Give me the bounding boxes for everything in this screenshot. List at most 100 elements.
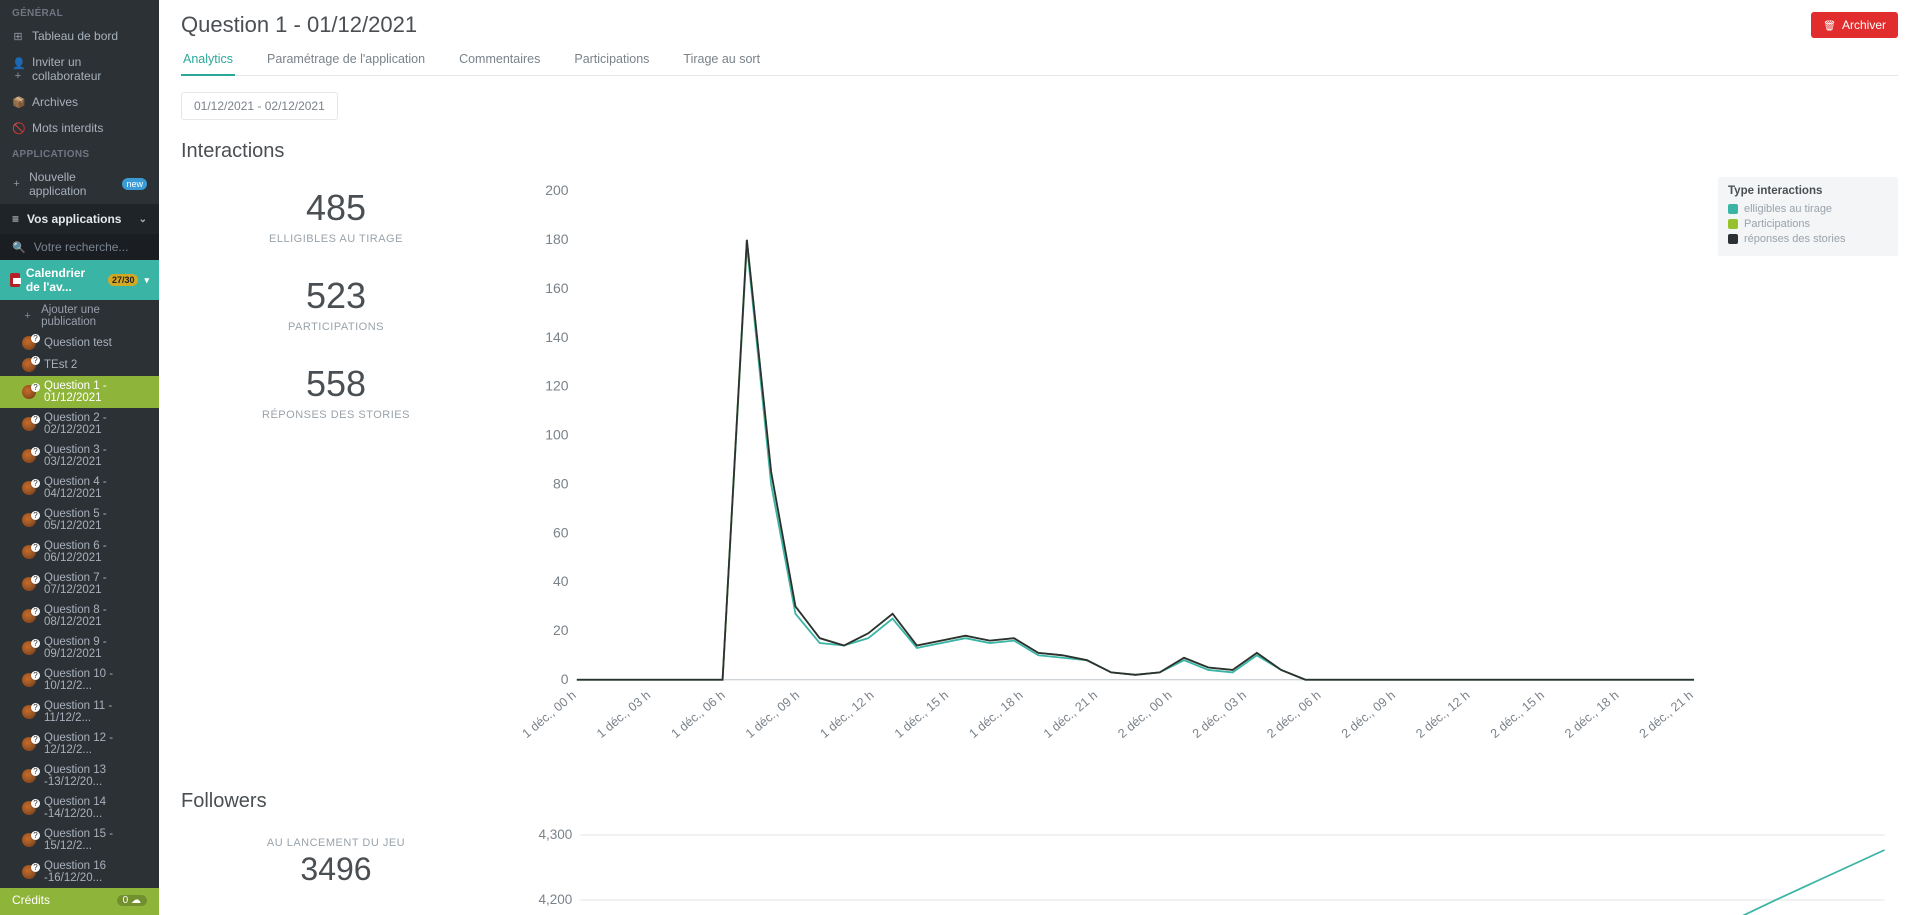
- search-placeholder: Votre recherche...: [34, 240, 129, 254]
- question-icon: [22, 577, 36, 591]
- tab-participations[interactable]: Participations: [572, 44, 651, 76]
- followers-chart: 4,0004,1004,2004,300: [521, 827, 1898, 915]
- svg-text:4,300: 4,300: [539, 827, 573, 842]
- question-icon: [22, 673, 36, 687]
- tab-param-trage-de-l-application[interactable]: Paramétrage de l'application: [265, 44, 427, 76]
- svg-text:2 déc., 21 h: 2 déc., 21 h: [1637, 688, 1696, 741]
- credits-count: 0 ☁: [117, 895, 147, 906]
- sidebar-item-2[interactable]: 📦Archives: [0, 89, 159, 115]
- interactions-title: Interactions: [181, 140, 1898, 163]
- svg-text:1 déc., 06 h: 1 déc., 06 h: [669, 688, 728, 741]
- sidebar-question-16[interactable]: Question 15 - 15/12/2...: [22, 824, 159, 856]
- svg-text:2 déc., 12 h: 2 déc., 12 h: [1413, 688, 1472, 741]
- svg-text:1 déc., 03 h: 1 déc., 03 h: [594, 688, 653, 741]
- plus-icon: +: [12, 178, 21, 190]
- sidebar-question-1[interactable]: TEst 2: [22, 354, 159, 376]
- date-range-picker[interactable]: 01/12/2021 - 02/12/2021: [181, 92, 338, 120]
- svg-text:1 déc., 18 h: 1 déc., 18 h: [966, 688, 1025, 741]
- nav-icon: 👤+: [12, 57, 24, 82]
- sidebar-question-15[interactable]: Question 14 -14/12/20...: [22, 792, 159, 824]
- nav-icon: ⊞: [12, 30, 24, 43]
- question-icon: [22, 641, 36, 655]
- tabs: Analytics Paramétrage de l'application Com…: [181, 44, 1898, 76]
- interaction-stat-2: 558RÉPONSES DES STORIES: [262, 363, 410, 421]
- svg-text:2 déc., 18 h: 2 déc., 18 h: [1562, 688, 1621, 741]
- svg-text:1 déc., 15 h: 1 déc., 15 h: [892, 688, 951, 741]
- sidebar-question-14[interactable]: Question 13 -13/12/20...: [22, 760, 159, 792]
- tab-analytics[interactable]: Analytics: [181, 44, 235, 76]
- sidebar-question-12[interactable]: Question 11 - 11/12/2...: [22, 696, 159, 728]
- archive-button[interactable]: Archiver: [1811, 12, 1898, 38]
- sidebar-question-3[interactable]: Question 2 - 02/12/2021: [22, 408, 159, 440]
- sidebar-question-10[interactable]: Question 9 - 09/12/2021: [22, 632, 159, 664]
- svg-text:1 déc., 00 h: 1 déc., 00 h: [521, 688, 579, 741]
- svg-text:60: 60: [553, 524, 569, 540]
- legend-item-0[interactable]: elligibles au tirage: [1728, 203, 1888, 215]
- sidebar-question-4[interactable]: Question 3 - 03/12/2021: [22, 440, 159, 472]
- svg-text:40: 40: [553, 573, 569, 589]
- question-icon: [22, 705, 36, 719]
- question-icon: [22, 358, 36, 372]
- credits-row[interactable]: Crédits 0 ☁: [0, 888, 159, 912]
- sidebar-add-publication[interactable]: + Ajouter une publication: [22, 300, 159, 332]
- follower-stat-0: AU LANCEMENT DU JEU3496: [267, 837, 405, 888]
- svg-text:2 déc., 06 h: 2 déc., 06 h: [1264, 688, 1323, 741]
- svg-text:0: 0: [561, 671, 569, 687]
- app-name: Calendrier de l'av...: [26, 266, 102, 294]
- nav-icon: 🚫: [12, 122, 24, 135]
- svg-text:120: 120: [545, 378, 569, 394]
- question-icon: [22, 769, 36, 783]
- sidebar-app-calendrier[interactable]: Calendrier de l'av... 27/30 ▾: [0, 260, 159, 300]
- sidebar-question-5[interactable]: Question 4 - 04/12/2021: [22, 472, 159, 504]
- plus-icon: +: [22, 310, 33, 322]
- interactions-chart: 0204060801001201401601802001 déc., 00 h1…: [521, 177, 1708, 750]
- sidebar-question-7[interactable]: Question 6 - 06/12/2021: [22, 536, 159, 568]
- sidebar-question-0[interactable]: Question test: [22, 332, 159, 354]
- svg-text:140: 140: [545, 329, 569, 345]
- sidebar: GÉNÉRAL ⊞Tableau de bord👤+Inviter un col…: [0, 0, 159, 915]
- sidebar-your-applications[interactable]: ≡Vos applications ⌄: [0, 204, 159, 234]
- question-icon: [22, 513, 36, 527]
- svg-text:1 déc., 12 h: 1 déc., 12 h: [817, 688, 876, 741]
- sidebar-question-9[interactable]: Question 8 - 08/12/2021: [22, 600, 159, 632]
- tab-tirage-au-sort[interactable]: Tirage au sort: [681, 44, 762, 76]
- archive-icon: [1823, 18, 1836, 32]
- sidebar-question-6[interactable]: Question 5 - 05/12/2021: [22, 504, 159, 536]
- calendar-icon: [10, 273, 20, 287]
- svg-text:100: 100: [545, 427, 569, 443]
- svg-text:200: 200: [545, 182, 569, 198]
- svg-text:4,200: 4,200: [539, 891, 573, 906]
- nav-icon: 📦: [12, 96, 24, 109]
- legend-item-1[interactable]: Participations: [1728, 218, 1888, 230]
- svg-text:2 déc., 15 h: 2 déc., 15 h: [1488, 688, 1547, 741]
- sidebar-question-17[interactable]: Question 16 -16/12/20...: [22, 856, 159, 888]
- sidebar-question-8[interactable]: Question 7 - 07/12/2021: [22, 568, 159, 600]
- sidebar-search[interactable]: 🔍 Votre recherche...: [0, 234, 159, 260]
- svg-text:2 déc., 00 h: 2 déc., 00 h: [1115, 688, 1174, 741]
- svg-text:160: 160: [545, 280, 569, 296]
- search-icon: 🔍: [12, 241, 26, 254]
- sidebar-item-0[interactable]: ⊞Tableau de bord: [0, 23, 159, 49]
- tab-commentaires[interactable]: Commentaires: [457, 44, 542, 76]
- chevron-down-icon: ▾: [144, 275, 149, 286]
- question-icon: [22, 481, 36, 495]
- sidebar-question-13[interactable]: Question 12 - 12/12/2...: [22, 728, 159, 760]
- question-icon: [22, 385, 36, 399]
- legend-item-2[interactable]: réponses des stories: [1728, 233, 1888, 245]
- question-icon: [22, 737, 36, 751]
- question-icon: [22, 417, 36, 431]
- followers-title: Followers: [181, 790, 1898, 813]
- page-title: Question 1 - 01/12/2021: [181, 12, 417, 38]
- sidebar-question-11[interactable]: Question 10 - 10/12/2...: [22, 664, 159, 696]
- sidebar-question-2[interactable]: Question 1 - 01/12/2021: [0, 376, 159, 408]
- svg-text:2 déc., 09 h: 2 déc., 09 h: [1339, 688, 1398, 741]
- sidebar-item-3[interactable]: 🚫Mots interdits: [0, 115, 159, 141]
- sidebar-new-application[interactable]: + Nouvelle application new: [0, 164, 159, 204]
- interactions-stats: 485ELLIGIBLES AU TIRAGE523PARTICIPATIONS…: [181, 177, 491, 750]
- question-icon: [22, 833, 36, 847]
- interaction-stat-1: 523PARTICIPATIONS: [288, 275, 384, 333]
- chevron-down-icon: ⌄: [139, 214, 147, 225]
- question-icon: [22, 545, 36, 559]
- sidebar-section-applications: APPLICATIONS: [0, 141, 159, 164]
- sidebar-item-1[interactable]: 👤+Inviter un collaborateur: [0, 49, 159, 89]
